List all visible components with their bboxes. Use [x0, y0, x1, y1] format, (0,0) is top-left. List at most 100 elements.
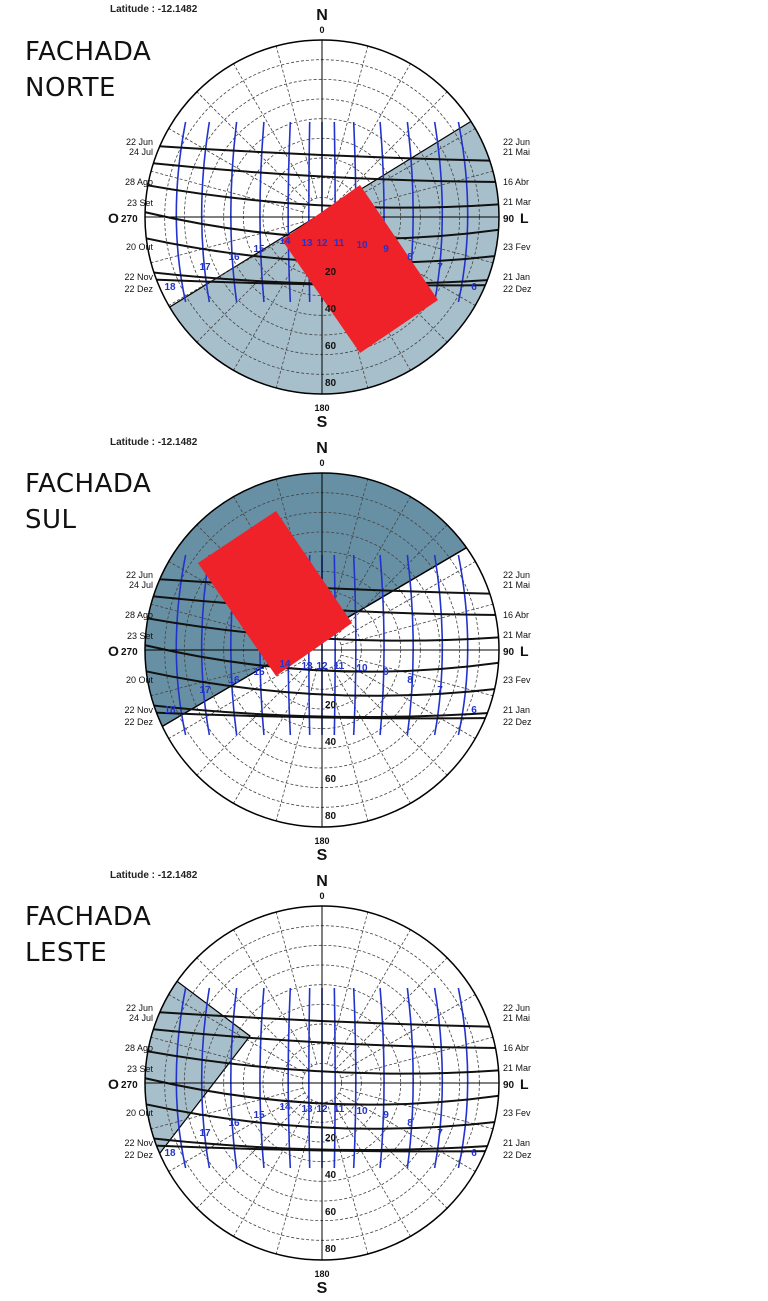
south-degree: 180: [314, 836, 329, 846]
hour-label: 6: [471, 282, 477, 293]
hour-label: 10: [356, 663, 368, 674]
north-degree: 0: [319, 25, 324, 35]
west-degree: 270: [121, 647, 138, 658]
north-label: N: [316, 440, 328, 457]
left-date-label: 23 Set: [127, 631, 154, 641]
azimuth-radial: [233, 666, 313, 804]
right-date-label: 16 Abr: [503, 177, 529, 187]
hour-line: [406, 554, 414, 736]
latitude-label: Latitude : -12.1482: [110, 870, 198, 881]
right-date-label: 22 Dez: [503, 1150, 532, 1160]
facade-title-line1: FACHADA: [25, 902, 152, 932]
left-date-label: 22 Nov: [124, 272, 153, 282]
right-date-label: 16 Abr: [503, 1043, 529, 1053]
hour-line: [379, 554, 385, 736]
right-date-label: 16 Abr: [503, 610, 529, 620]
hour-line: [308, 121, 311, 303]
hour-line: [352, 554, 357, 736]
hour-label: 16: [228, 675, 240, 686]
hour-label: 7: [437, 262, 443, 273]
east-label: L: [520, 643, 529, 659]
azimuth-radial: [168, 128, 306, 208]
left-date-label: 22 Dez: [124, 284, 153, 294]
left-date-label: 20 Out: [126, 242, 154, 252]
right-date-label: 22 Dez: [503, 717, 532, 727]
east-label: L: [520, 1076, 529, 1092]
east-degree: 90: [503, 1080, 515, 1091]
hour-label: 15: [253, 244, 265, 255]
left-date-label: 28 Ago: [125, 177, 153, 187]
north-degree: 0: [319, 458, 324, 468]
azimuth-radial: [196, 91, 309, 204]
left-date-label: 22 Dez: [124, 1150, 153, 1160]
left-date-label: 23 Set: [127, 198, 154, 208]
west-degree: 270: [121, 214, 138, 225]
left-date-label: 24 Jul: [129, 147, 153, 157]
hour-label: 17: [199, 262, 211, 273]
window-rectangle: [198, 511, 352, 676]
right-date-label: 22 Jun: [503, 1003, 530, 1013]
facade-title-line2: LESTE: [25, 938, 108, 968]
azimuth-radial: [150, 170, 304, 213]
left-date-label: 22 Dez: [124, 717, 153, 727]
azimuth-radial: [340, 603, 494, 646]
altitude-label: 80: [325, 378, 337, 389]
left-date-label: 22 Nov: [124, 705, 153, 715]
hour-label: 12: [316, 1104, 328, 1115]
right-date-label: 21 Jan: [503, 272, 530, 282]
hour-label: 13: [301, 1104, 313, 1115]
azimuth-radial: [275, 45, 318, 199]
azimuth-radial: [196, 663, 309, 776]
azimuth-radial: [168, 659, 306, 739]
hour-label: 17: [199, 685, 211, 696]
hour-label: 13: [301, 238, 313, 249]
hour-label: 12: [316, 661, 328, 672]
right-date-label: 21 Jan: [503, 705, 530, 715]
facade-title: FACHADA LESTE: [25, 899, 151, 971]
hour-label: 9: [383, 667, 389, 678]
right-date-label: 21 Mai: [503, 580, 530, 590]
facade-title-line2: NORTE: [25, 73, 116, 103]
hour-label: 18: [164, 282, 176, 293]
right-date-label: 21 Jan: [503, 1138, 530, 1148]
hour-label: 11: [334, 1104, 345, 1115]
azimuth-radial: [326, 45, 369, 199]
altitude-label: 20: [325, 1133, 337, 1144]
west-label: O: [108, 1076, 119, 1092]
altitude-label: 20: [325, 700, 337, 711]
left-date-label: 23 Set: [127, 1064, 154, 1074]
facade-title-line1: FACHADA: [25, 37, 152, 67]
altitude-label: 60: [325, 341, 337, 352]
altitude-label: 40: [325, 304, 337, 315]
hour-label: 15: [253, 667, 265, 678]
left-date-label: 22 Jun: [126, 137, 153, 147]
azimuth-radial: [340, 654, 494, 697]
hour-label: 16: [228, 252, 240, 263]
right-date-label: 23 Fev: [503, 242, 531, 252]
hour-label: 8: [407, 252, 413, 263]
hour-line: [333, 554, 336, 736]
facade-title-line2: SUL: [25, 505, 77, 535]
azimuth-radial: [150, 221, 304, 264]
hour-line: [308, 987, 311, 1169]
east-label: L: [520, 210, 529, 226]
left-date-label: 24 Jul: [129, 1013, 153, 1023]
right-date-label: 21 Mai: [503, 1013, 530, 1023]
altitude-label: 20: [325, 267, 337, 278]
facade-title-line1: FACHADA: [25, 469, 152, 499]
right-date-label: 23 Fev: [503, 1108, 531, 1118]
hour-label: 10: [356, 1106, 368, 1117]
west-degree: 270: [121, 1080, 138, 1091]
east-degree: 90: [503, 647, 515, 658]
west-label: O: [108, 643, 119, 659]
hour-label: 10: [356, 240, 368, 251]
sun-chart-panel-norte: Latitude : -12.1482 FACHADA NORTE 18 17 16…: [0, 0, 768, 435]
right-date-label: 23 Fev: [503, 675, 531, 685]
hour-label: 8: [407, 1118, 413, 1129]
hour-label: 14: [279, 236, 291, 247]
right-date-label: 22 Jun: [503, 570, 530, 580]
